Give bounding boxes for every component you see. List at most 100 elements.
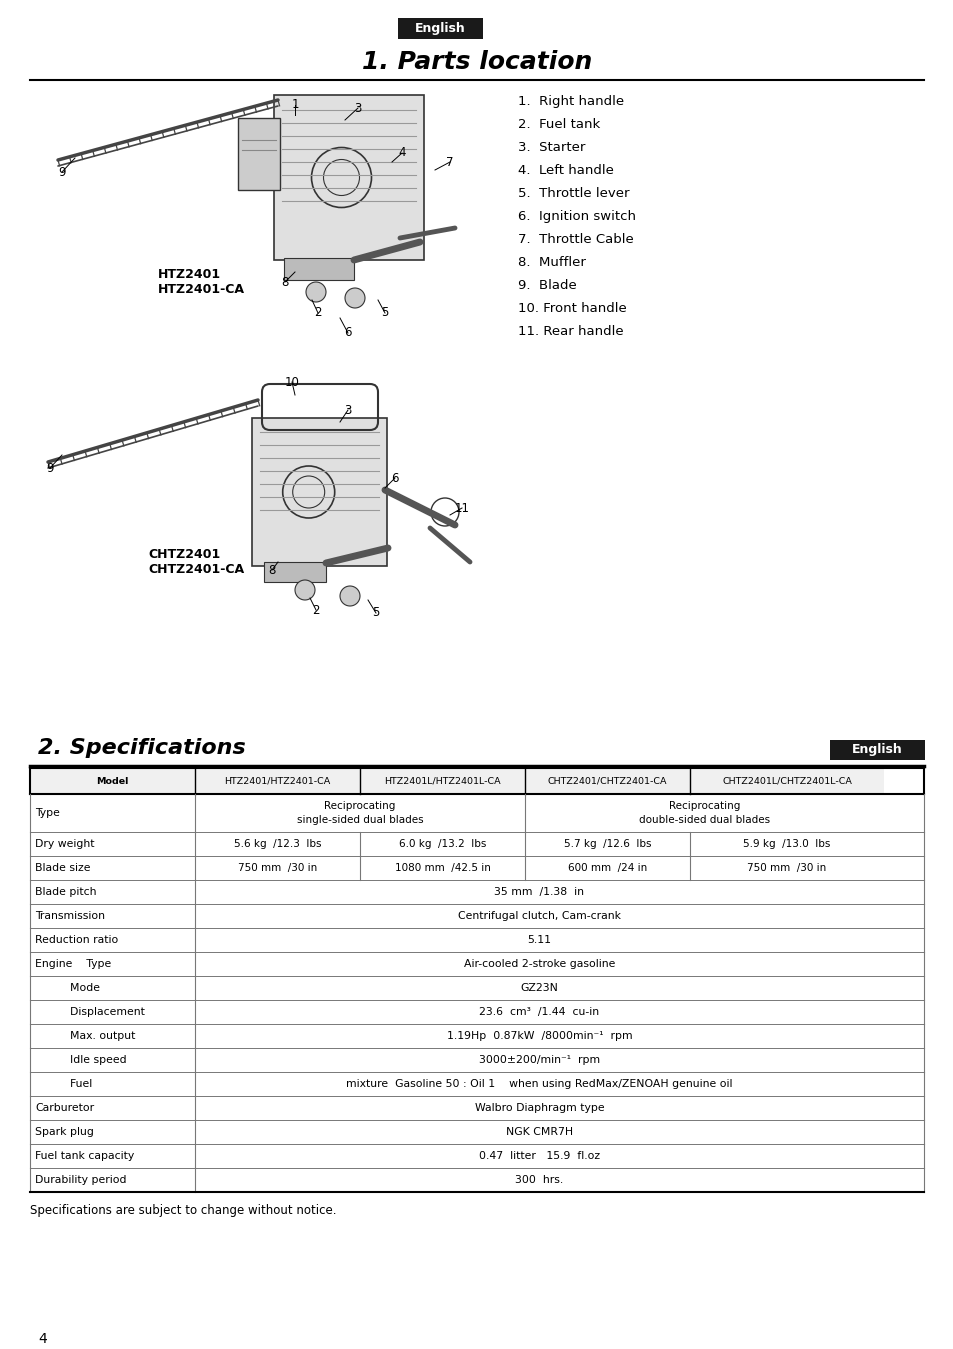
Text: Reciprocating
single-sided dual blades: Reciprocating single-sided dual blades (296, 801, 423, 824)
Text: Carburetor: Carburetor (35, 1103, 94, 1113)
Text: HTZ2401L/HTZ2401L-CA: HTZ2401L/HTZ2401L-CA (384, 777, 500, 785)
Bar (30, 795, 883, 832)
Text: 7.  Throttle Cable: 7. Throttle Cable (517, 233, 633, 246)
Bar (397, 18, 482, 39)
Text: 2. Specifications: 2. Specifications (38, 738, 246, 758)
Bar (30, 880, 883, 904)
Bar (829, 741, 924, 759)
Bar (30, 857, 883, 880)
Text: 8.  Muffler: 8. Muffler (517, 256, 585, 268)
Text: 9: 9 (46, 461, 53, 475)
Text: 11. Rear handle: 11. Rear handle (517, 325, 623, 339)
Text: CHTZ2401/CHTZ2401-CA: CHTZ2401/CHTZ2401-CA (547, 777, 666, 785)
Text: 1.  Right handle: 1. Right handle (517, 94, 623, 108)
Bar (30, 904, 883, 928)
Text: Specifications are subject to change without notice.: Specifications are subject to change wit… (30, 1205, 336, 1217)
Bar (30, 975, 883, 1000)
Text: 3000±200/min⁻¹  rpm: 3000±200/min⁻¹ rpm (478, 1055, 599, 1064)
Text: 5.  Throttle lever: 5. Throttle lever (517, 188, 629, 200)
Bar (30, 1095, 883, 1120)
Text: 750 mm  /30 in: 750 mm /30 in (746, 863, 825, 873)
Text: Fuel tank capacity: Fuel tank capacity (35, 1151, 134, 1161)
Text: 35 mm  /1.38  in: 35 mm /1.38 in (494, 888, 584, 897)
Bar (284, 258, 354, 281)
Text: 1. Parts location: 1. Parts location (361, 50, 592, 74)
Bar (30, 1168, 883, 1193)
Text: 9: 9 (58, 166, 66, 178)
Text: 4.  Left handle: 4. Left handle (517, 165, 613, 177)
Text: 600 mm  /24 in: 600 mm /24 in (567, 863, 646, 873)
Text: 3.  Starter: 3. Starter (517, 142, 585, 154)
Text: 5.11: 5.11 (527, 935, 551, 946)
Text: 23.6  cm³  /1.44  cu-in: 23.6 cm³ /1.44 cu-in (479, 1006, 598, 1017)
Text: Engine    Type: Engine Type (35, 959, 112, 969)
Text: English: English (851, 743, 902, 757)
Text: Mode: Mode (35, 983, 100, 993)
Bar (30, 1072, 883, 1095)
Text: 6.  Ignition switch: 6. Ignition switch (517, 210, 636, 223)
Bar (30, 928, 883, 952)
Text: 3: 3 (354, 101, 361, 115)
Text: Blade pitch: Blade pitch (35, 888, 96, 897)
Text: Type: Type (35, 808, 60, 817)
Text: 1: 1 (291, 98, 298, 112)
Text: Reduction ratio: Reduction ratio (35, 935, 118, 946)
Text: 6: 6 (344, 326, 352, 340)
Bar (30, 1144, 883, 1168)
Text: Walbro Diaphragm type: Walbro Diaphragm type (475, 1103, 603, 1113)
Text: 4: 4 (38, 1331, 47, 1346)
Text: Model: Model (96, 777, 129, 785)
Text: Dry weight: Dry weight (35, 839, 94, 849)
Text: 750 mm  /30 in: 750 mm /30 in (237, 863, 316, 873)
Text: Air-cooled 2-stroke gasoline: Air-cooled 2-stroke gasoline (463, 959, 615, 969)
Text: 4: 4 (397, 147, 405, 159)
Bar (274, 94, 423, 260)
Text: mixture  Gasoline 50 : Oil 1    when using RedMax/ZENOAH genuine oil: mixture Gasoline 50 : Oil 1 when using R… (346, 1079, 732, 1089)
Text: 10: 10 (284, 375, 299, 389)
Text: Fuel: Fuel (35, 1079, 92, 1089)
Text: GZ23N: GZ23N (520, 983, 558, 993)
Text: NGK CMR7H: NGK CMR7H (505, 1126, 573, 1137)
Text: 300  hrs.: 300 hrs. (515, 1175, 563, 1184)
Bar (30, 832, 883, 857)
Text: 5.9 kg  /13.0  lbs: 5.9 kg /13.0 lbs (742, 839, 830, 849)
Text: HTZ2401/HTZ2401-CA: HTZ2401/HTZ2401-CA (224, 777, 331, 785)
Text: 5: 5 (381, 306, 388, 320)
Text: Reciprocating
double-sided dual blades: Reciprocating double-sided dual blades (639, 801, 769, 824)
Text: 2: 2 (314, 306, 321, 320)
Text: 5.7 kg  /12.6  lbs: 5.7 kg /12.6 lbs (563, 839, 651, 849)
Text: 7: 7 (446, 155, 454, 169)
Bar (30, 1120, 883, 1144)
Text: 10. Front handle: 10. Front handle (517, 302, 626, 316)
Circle shape (294, 580, 314, 600)
Bar (30, 1024, 883, 1048)
Text: 3: 3 (344, 403, 352, 417)
Text: HTZ2401
HTZ2401-CA: HTZ2401 HTZ2401-CA (158, 268, 245, 295)
Text: Max. output: Max. output (35, 1031, 135, 1041)
Text: Blade size: Blade size (35, 863, 91, 873)
Text: Centrifugal clutch, Cam-crank: Centrifugal clutch, Cam-crank (457, 911, 620, 921)
Text: 1.19Hp  0.87kW  /8000min⁻¹  rpm: 1.19Hp 0.87kW /8000min⁻¹ rpm (446, 1031, 632, 1041)
Text: 2: 2 (312, 603, 319, 616)
Text: Spark plug: Spark plug (35, 1126, 93, 1137)
Circle shape (339, 585, 359, 606)
Bar (252, 418, 387, 567)
Text: 11: 11 (454, 502, 469, 514)
Bar (30, 768, 883, 795)
Bar (237, 117, 280, 190)
Text: 6: 6 (391, 472, 398, 484)
Text: 6.0 kg  /13.2  lbs: 6.0 kg /13.2 lbs (398, 839, 486, 849)
Circle shape (306, 282, 326, 302)
Text: CHTZ2401L/CHTZ2401L-CA: CHTZ2401L/CHTZ2401L-CA (721, 777, 851, 785)
Text: 2.  Fuel tank: 2. Fuel tank (517, 117, 599, 131)
Text: 5.6 kg  /12.3  lbs: 5.6 kg /12.3 lbs (233, 839, 321, 849)
Circle shape (345, 287, 365, 308)
Text: 8: 8 (268, 564, 275, 576)
Text: Displacement: Displacement (35, 1006, 145, 1017)
Text: CHTZ2401
CHTZ2401-CA: CHTZ2401 CHTZ2401-CA (148, 548, 244, 576)
Text: Idle speed: Idle speed (35, 1055, 127, 1064)
Text: English: English (415, 22, 465, 35)
Text: 0.47  litter   15.9  fl.oz: 0.47 litter 15.9 fl.oz (478, 1151, 599, 1161)
Text: 5: 5 (372, 607, 379, 619)
Text: 8: 8 (281, 275, 289, 289)
